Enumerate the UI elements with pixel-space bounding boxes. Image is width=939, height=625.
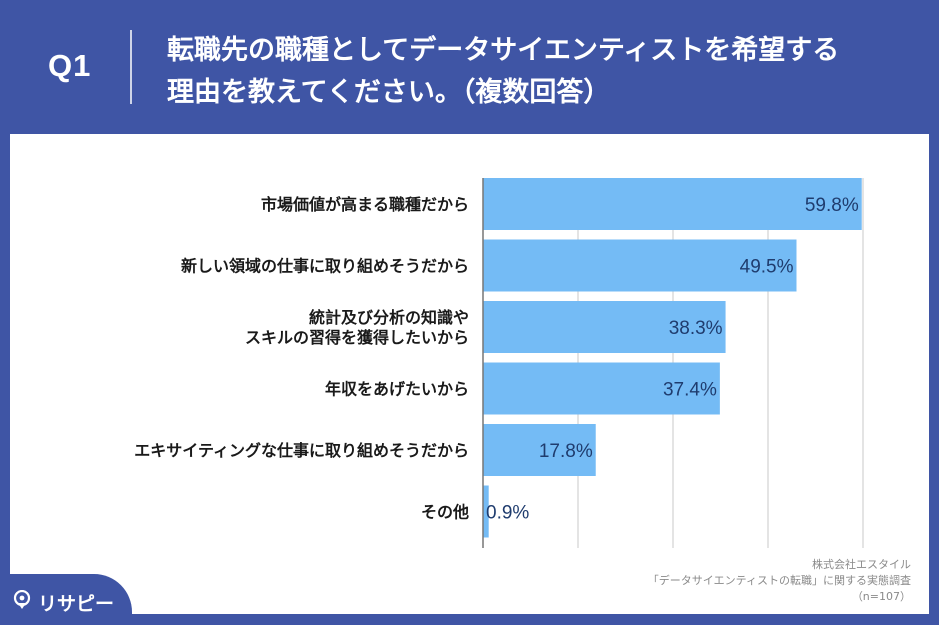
logo: リサピー	[0, 574, 132, 625]
header-divider	[130, 30, 132, 104]
category-label: 年収をあげたいから	[325, 380, 469, 399]
data-label: 0.9%	[486, 503, 529, 524]
bar	[483, 362, 720, 415]
chart-panel: 59.8% 市場価値が高まる職種だから 49.5% 新しい領域の仕事に取り組めそうだか…	[10, 134, 929, 614]
logo-text: リサピー	[38, 593, 115, 615]
data-label: 38.3%	[669, 318, 723, 339]
bar	[483, 239, 797, 292]
category-label: 新しい領域の仕事に取り組めそうだから	[181, 257, 469, 276]
question-text: 転職先の職種としてデータサイエンティストを希望する 理由を教えてください。（複数…	[167, 35, 840, 108]
data-label: 37.4%	[663, 380, 717, 401]
category-label: その他	[421, 503, 469, 522]
source-note: 株式会社エスタイル 「データサイエンティストの転職」に関する実態調査 （n=10…	[491, 557, 911, 605]
bar-chart: 59.8% 市場価値が高まる職種だから 49.5% 新しい領域の仕事に取り組めそうだか…	[134, 178, 864, 548]
bar	[483, 424, 596, 476]
source-sample-size: （n=107）	[851, 590, 911, 603]
source-survey: 「データサイエンティストの転職」に関する実態調査	[647, 574, 911, 587]
category-label: 市場価値が高まる職種だから	[261, 195, 469, 214]
data-label: 59.8%	[805, 195, 859, 216]
category-label: 統計及び分析の知識やスキルの習得を獲得したいから	[245, 308, 469, 347]
bar	[483, 301, 726, 353]
bar	[483, 178, 862, 230]
location-pin-icon	[13, 590, 31, 609]
data-label: 49.5%	[740, 257, 794, 278]
data-label: 17.8%	[539, 441, 593, 462]
category-label: エキサイティングな仕事に取り組めそうだから	[134, 441, 469, 460]
bar	[483, 485, 489, 538]
source-company: 株式会社エスタイル	[812, 558, 911, 571]
question-header: Q1 転職先の職種としてデータサイエンティストを希望する 理由を教えてください。…	[0, 0, 939, 134]
question-number: Q1	[48, 48, 92, 83]
